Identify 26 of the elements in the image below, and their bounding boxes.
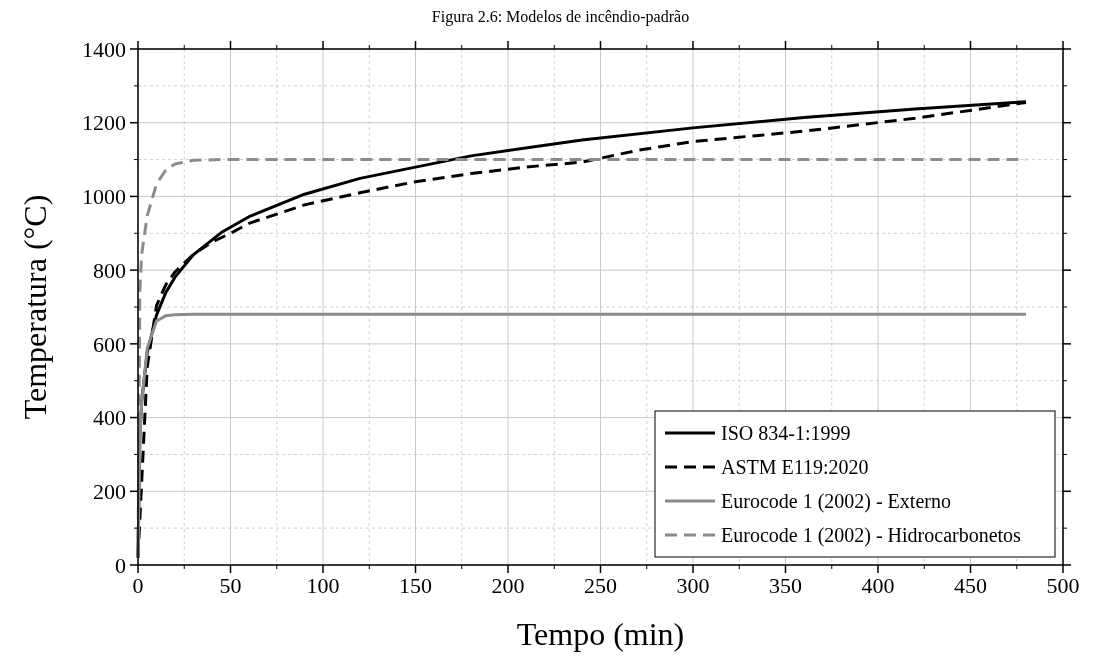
y-tick-label: 800 [93, 257, 126, 283]
x-tick-label: 50 [219, 573, 242, 598]
x-tick-label: 500 [1046, 573, 1080, 598]
x-tick-label: 450 [954, 573, 987, 598]
legend-label: Eurocode 1 (2002) - Externo [721, 490, 951, 513]
y-tick-label: 1000 [82, 184, 126, 210]
y-axis-title: Temperatura (°C) [17, 194, 53, 420]
y-tick-label: 200 [93, 478, 126, 504]
x-tick-label: 400 [861, 573, 895, 598]
legend-label: ISO 834-1:1999 [721, 422, 851, 444]
y-tick-label: 1400 [82, 36, 126, 62]
legend-label: Eurocode 1 (2002) - Hidrocarbonetos [721, 524, 1022, 547]
x-tick-label: 100 [306, 573, 340, 598]
y-tick-label: 0 [115, 552, 126, 578]
x-tick-label: 200 [491, 573, 525, 598]
y-tick-label: 400 [93, 405, 126, 431]
x-tick-label: 150 [399, 573, 432, 598]
x-tick-label: 350 [769, 573, 802, 598]
x-tick-label: 0 [132, 573, 144, 598]
x-axis-title: Tempo (min) [516, 616, 685, 652]
y-tick-label: 600 [93, 331, 126, 357]
legend-label: ASTM E119:2020 [721, 456, 869, 478]
y-tick-label: 1200 [82, 110, 126, 136]
x-tick-label: 250 [584, 573, 617, 598]
chart-title: Figura 2.6: Modelos de incêndio-padrão [431, 8, 690, 26]
x-tick-label: 300 [676, 573, 710, 598]
